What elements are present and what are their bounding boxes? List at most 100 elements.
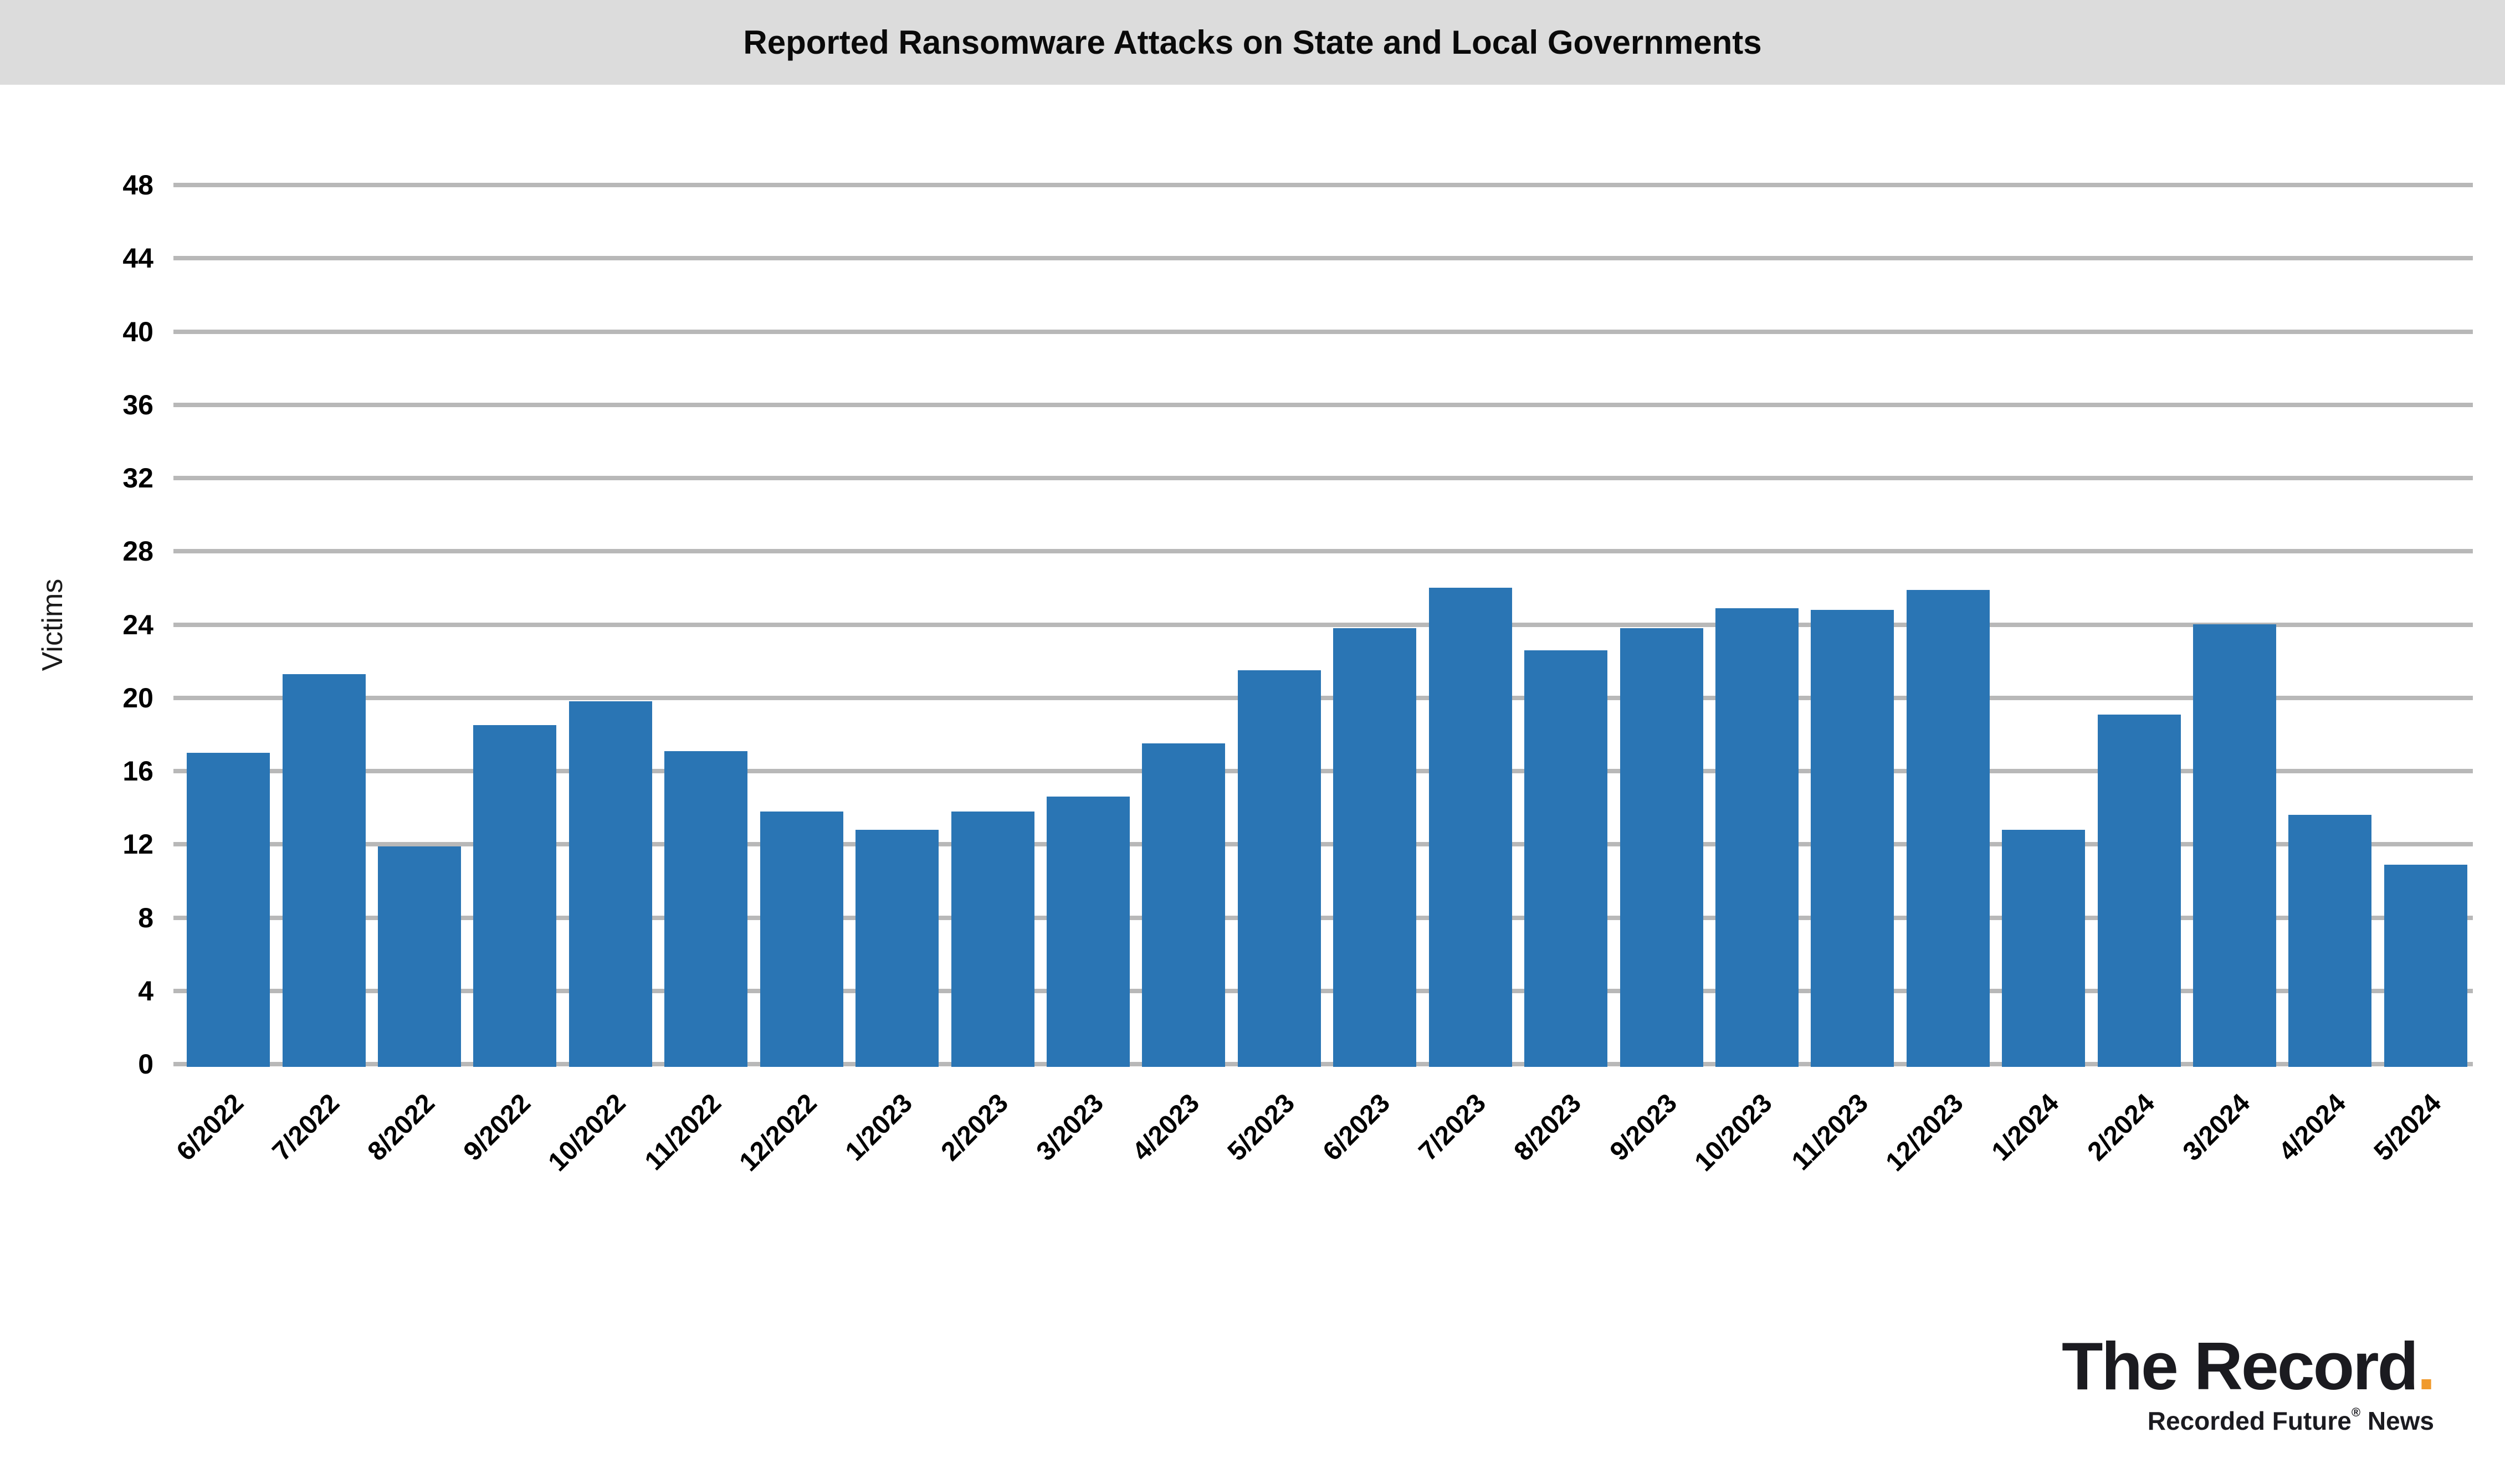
bar-3/2023 xyxy=(1047,797,1130,1067)
bar-slot-3/2023 xyxy=(1041,0,1136,1067)
gridline-16 xyxy=(173,769,2473,773)
bar-11/2023 xyxy=(1811,610,1894,1067)
bar-10/2022 xyxy=(568,701,652,1067)
bar-4/2024 xyxy=(2288,815,2372,1067)
header-band: Reported Ransomware Attacks on State and… xyxy=(0,0,2505,85)
bar-2/2023 xyxy=(951,812,1034,1067)
x-tick-slot-9/2022: 9/2022 xyxy=(458,1067,562,1211)
x-tick-slot-11/2023: 11/2023 xyxy=(1786,1067,1900,1211)
x-tick-slot-10/2023: 10/2023 xyxy=(1689,1067,1805,1211)
y-tick-label-4: 4 xyxy=(138,975,153,1007)
x-tick-label-9/2023: 9/2023 xyxy=(1604,1088,1683,1167)
bar-slot-9/2023 xyxy=(1613,0,1709,1067)
y-tick-label-12: 12 xyxy=(122,829,153,860)
x-tick-label-3/2024: 3/2024 xyxy=(2177,1088,2256,1167)
bar-slot-6/2022 xyxy=(181,0,276,1067)
bar-12/2023 xyxy=(1906,590,1990,1067)
x-tick-label-1/2024: 1/2024 xyxy=(1986,1088,2065,1167)
gridline-8 xyxy=(173,915,2473,920)
bar-slot-2/2024 xyxy=(2091,0,2186,1067)
bar-8/2023 xyxy=(1524,650,1608,1067)
x-tick-label-5/2023: 5/2023 xyxy=(1222,1088,1301,1167)
y-tick-label-24: 24 xyxy=(122,609,153,640)
y-tick-label-8: 8 xyxy=(138,902,153,933)
bar-slot-4/2023 xyxy=(1136,0,1231,1067)
x-tick-slot-6/2022: 6/2022 xyxy=(171,1067,276,1211)
bar-8/2022 xyxy=(378,846,462,1067)
bar-slot-8/2023 xyxy=(1518,0,1613,1067)
logo-brand: The Record. xyxy=(2062,1332,2436,1400)
bar-slot-11/2022 xyxy=(658,0,754,1067)
x-axis-ticks: 6/2022 7/2022 8/2022 9/2022 10/2022 11/2022 12… xyxy=(171,1067,2473,1211)
x-tick-slot-4/2024: 4/2024 xyxy=(2273,1067,2378,1211)
bar-slot-7/2022 xyxy=(276,0,371,1067)
x-tick-slot-7/2022: 7/2022 xyxy=(267,1067,371,1211)
bar-9/2023 xyxy=(1620,628,1703,1067)
y-tick-label-28: 28 xyxy=(122,536,153,567)
bar-slot-9/2022 xyxy=(467,0,562,1067)
bars-layer xyxy=(181,0,2473,1067)
gridline-20 xyxy=(173,695,2473,700)
gridline-32 xyxy=(173,476,2473,480)
gridline-0 xyxy=(173,1062,2473,1066)
bar-slot-7/2023 xyxy=(1422,0,1518,1067)
bar-3/2024 xyxy=(2193,624,2277,1067)
x-tick-slot-10/2022: 10/2022 xyxy=(543,1067,658,1211)
x-tick-label-6/2023: 6/2023 xyxy=(1318,1088,1396,1167)
x-tick-label-2/2023: 2/2023 xyxy=(935,1088,1014,1167)
bar-slot-5/2023 xyxy=(1232,0,1327,1067)
y-tick-label-0: 0 xyxy=(138,1049,153,1080)
x-tick-slot-9/2023: 9/2023 xyxy=(1604,1067,1709,1211)
x-tick-label-8/2023: 8/2023 xyxy=(1509,1088,1587,1167)
x-tick-slot-6/2023: 6/2023 xyxy=(1318,1067,1422,1211)
x-tick-label-5/2024: 5/2024 xyxy=(2368,1088,2447,1167)
gridline-48 xyxy=(173,183,2473,187)
y-tick-label-20: 20 xyxy=(122,682,153,713)
x-tick-slot-11/2022: 11/2022 xyxy=(639,1067,754,1211)
chart-title: Reported Ransomware Attacks on State and… xyxy=(743,24,1762,61)
x-tick-label-4/2024: 4/2024 xyxy=(2273,1088,2352,1167)
bar-1/2023 xyxy=(856,830,939,1067)
x-tick-label-7/2023: 7/2023 xyxy=(1413,1088,1492,1167)
bar-5/2023 xyxy=(1237,670,1321,1067)
gridline-44 xyxy=(173,256,2473,261)
x-tick-slot-2/2023: 2/2023 xyxy=(935,1067,1040,1211)
bar-12/2022 xyxy=(760,812,843,1067)
logo-brand-text: The Record xyxy=(2061,1328,2419,1404)
logo-tagline: Recorded Future® News xyxy=(2147,1405,2434,1435)
bar-slot-12/2023 xyxy=(1900,0,1996,1067)
bar-2/2024 xyxy=(2097,715,2181,1067)
bar-7/2023 xyxy=(1428,588,1512,1067)
bar-1/2024 xyxy=(2002,830,2086,1067)
x-tick-slot-1/2023: 1/2023 xyxy=(840,1067,945,1211)
gridline-24 xyxy=(173,622,2473,627)
x-tick-slot-5/2023: 5/2023 xyxy=(1222,1067,1327,1211)
bar-10/2023 xyxy=(1715,608,1799,1067)
x-tick-label-9/2022: 9/2022 xyxy=(458,1088,536,1167)
gridline-40 xyxy=(173,329,2473,334)
x-tick-label-7/2022: 7/2022 xyxy=(267,1088,345,1167)
bar-slot-8/2022 xyxy=(372,0,467,1067)
bar-slot-6/2023 xyxy=(1327,0,1422,1067)
logo-brand-dot: . xyxy=(2417,1328,2436,1404)
bar-slot-2/2023 xyxy=(945,0,1040,1067)
x-tick-slot-3/2024: 3/2024 xyxy=(2178,1067,2282,1211)
x-tick-label-8/2022: 8/2022 xyxy=(362,1088,441,1167)
x-tick-slot-2/2024: 2/2024 xyxy=(2082,1067,2186,1211)
y-tick-label-36: 36 xyxy=(122,389,153,420)
y-tick-label-16: 16 xyxy=(122,756,153,787)
y-tick-label-32: 32 xyxy=(122,463,153,494)
bar-slot-11/2023 xyxy=(1805,0,1900,1067)
x-tick-slot-1/2024: 1/2024 xyxy=(1986,1067,2091,1211)
x-tick-slot-3/2023: 3/2023 xyxy=(1031,1067,1136,1211)
x-tick-slot-12/2023: 12/2023 xyxy=(1881,1067,1996,1211)
gridline-36 xyxy=(173,402,2473,407)
bar-slot-4/2024 xyxy=(2282,0,2378,1067)
bar-9/2022 xyxy=(473,725,557,1067)
x-tick-slot-4/2023: 4/2023 xyxy=(1126,1067,1231,1211)
x-tick-label-4/2023: 4/2023 xyxy=(1126,1088,1205,1167)
bar-5/2024 xyxy=(2384,865,2467,1067)
gridline-12 xyxy=(173,842,2473,847)
logo-block: The Record. Recorded Future® News xyxy=(2062,1332,2436,1436)
